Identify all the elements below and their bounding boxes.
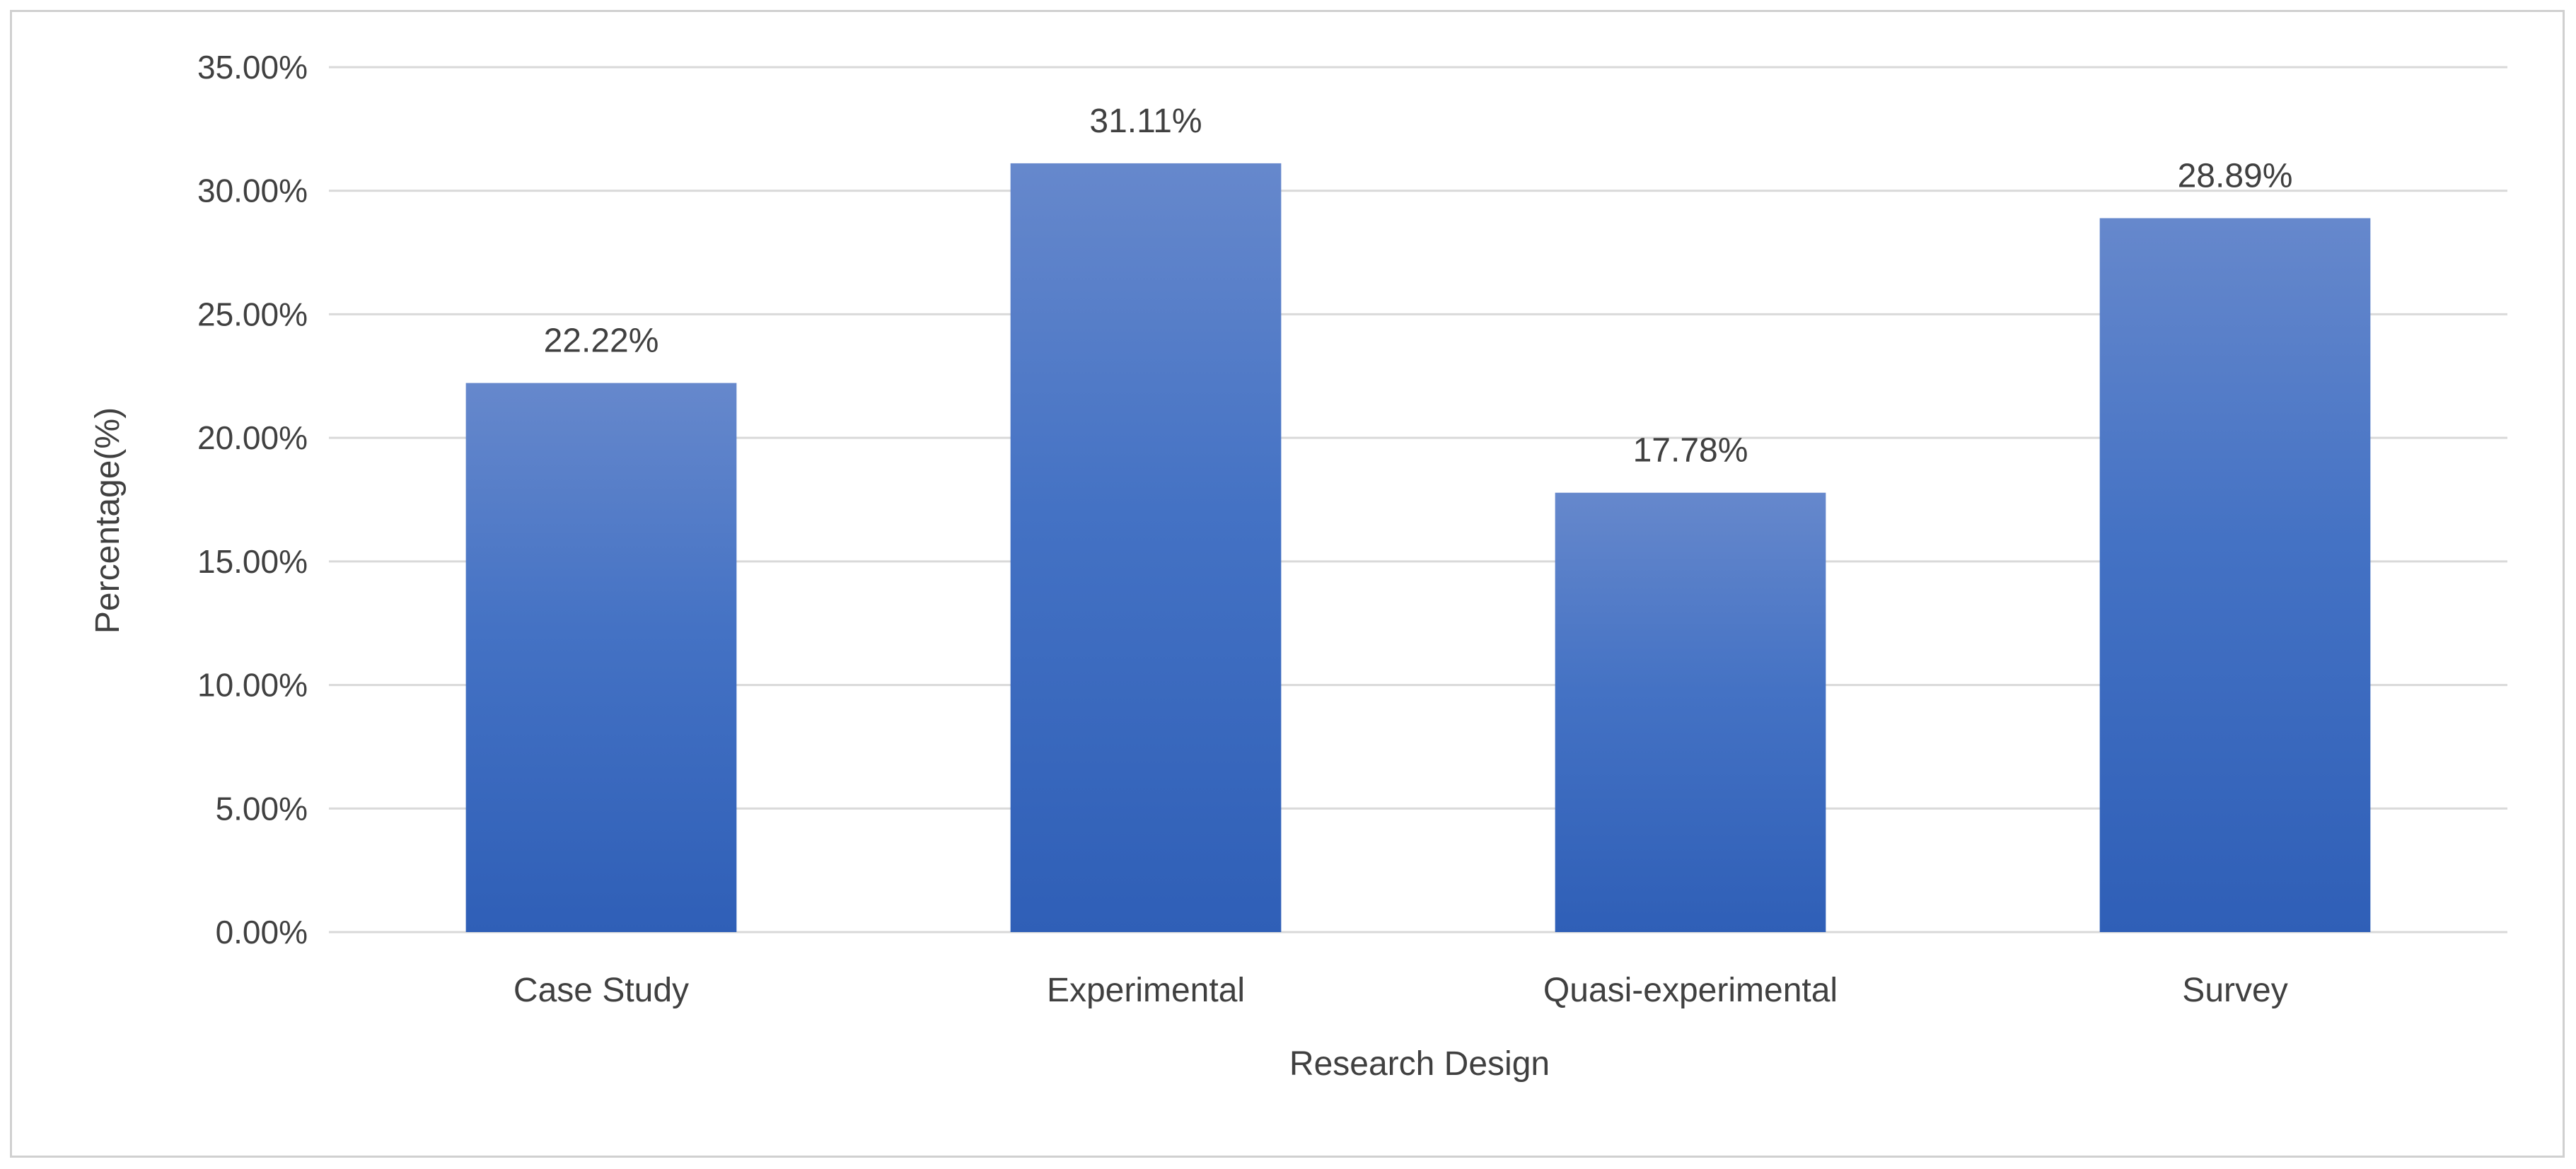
x-category-label: Case Study: [514, 972, 689, 1009]
y-tick-label: 0.00%: [216, 914, 308, 950]
y-tick-label: 15.00%: [197, 543, 308, 580]
y-axis-title: Percentage(%): [89, 407, 127, 634]
bar-experimental: [1010, 163, 1282, 932]
x-category-label: Experimental: [1047, 972, 1245, 1009]
x-axis-title: Research Design: [1289, 1045, 1550, 1083]
x-category-label: Quasi-experimental: [1543, 972, 1838, 1009]
data-labels: 22.22% 31.11% 17.78% 28.89%: [544, 103, 2293, 470]
y-tick-label: 10.00%: [197, 667, 308, 704]
y-tick-label: 25.00%: [197, 296, 308, 332]
x-category-label: Survey: [2182, 972, 2287, 1009]
y-axis-tick-labels: 0.00% 5.00% 10.00% 15.00% 20.00% 25.00% 30.00%…: [197, 49, 308, 950]
y-tick-label: 35.00%: [197, 49, 308, 86]
bar-survey: [2099, 218, 2371, 932]
x-axis-category-labels: Case Study Experimental Quasi-experimental…: [514, 972, 2288, 1009]
data-label: 22.22%: [544, 322, 659, 360]
bar-quasi-experimental: [1555, 492, 1826, 932]
data-label: 31.11%: [1089, 103, 1202, 140]
data-label: 17.78%: [1633, 432, 1748, 470]
y-tick-label: 30.00%: [197, 173, 308, 209]
bars: [465, 163, 2371, 932]
y-tick-label: 5.00%: [216, 790, 308, 827]
y-tick-label: 20.00%: [197, 419, 308, 456]
bar-case-study: [465, 383, 737, 932]
data-label: 28.89%: [2178, 158, 2293, 195]
